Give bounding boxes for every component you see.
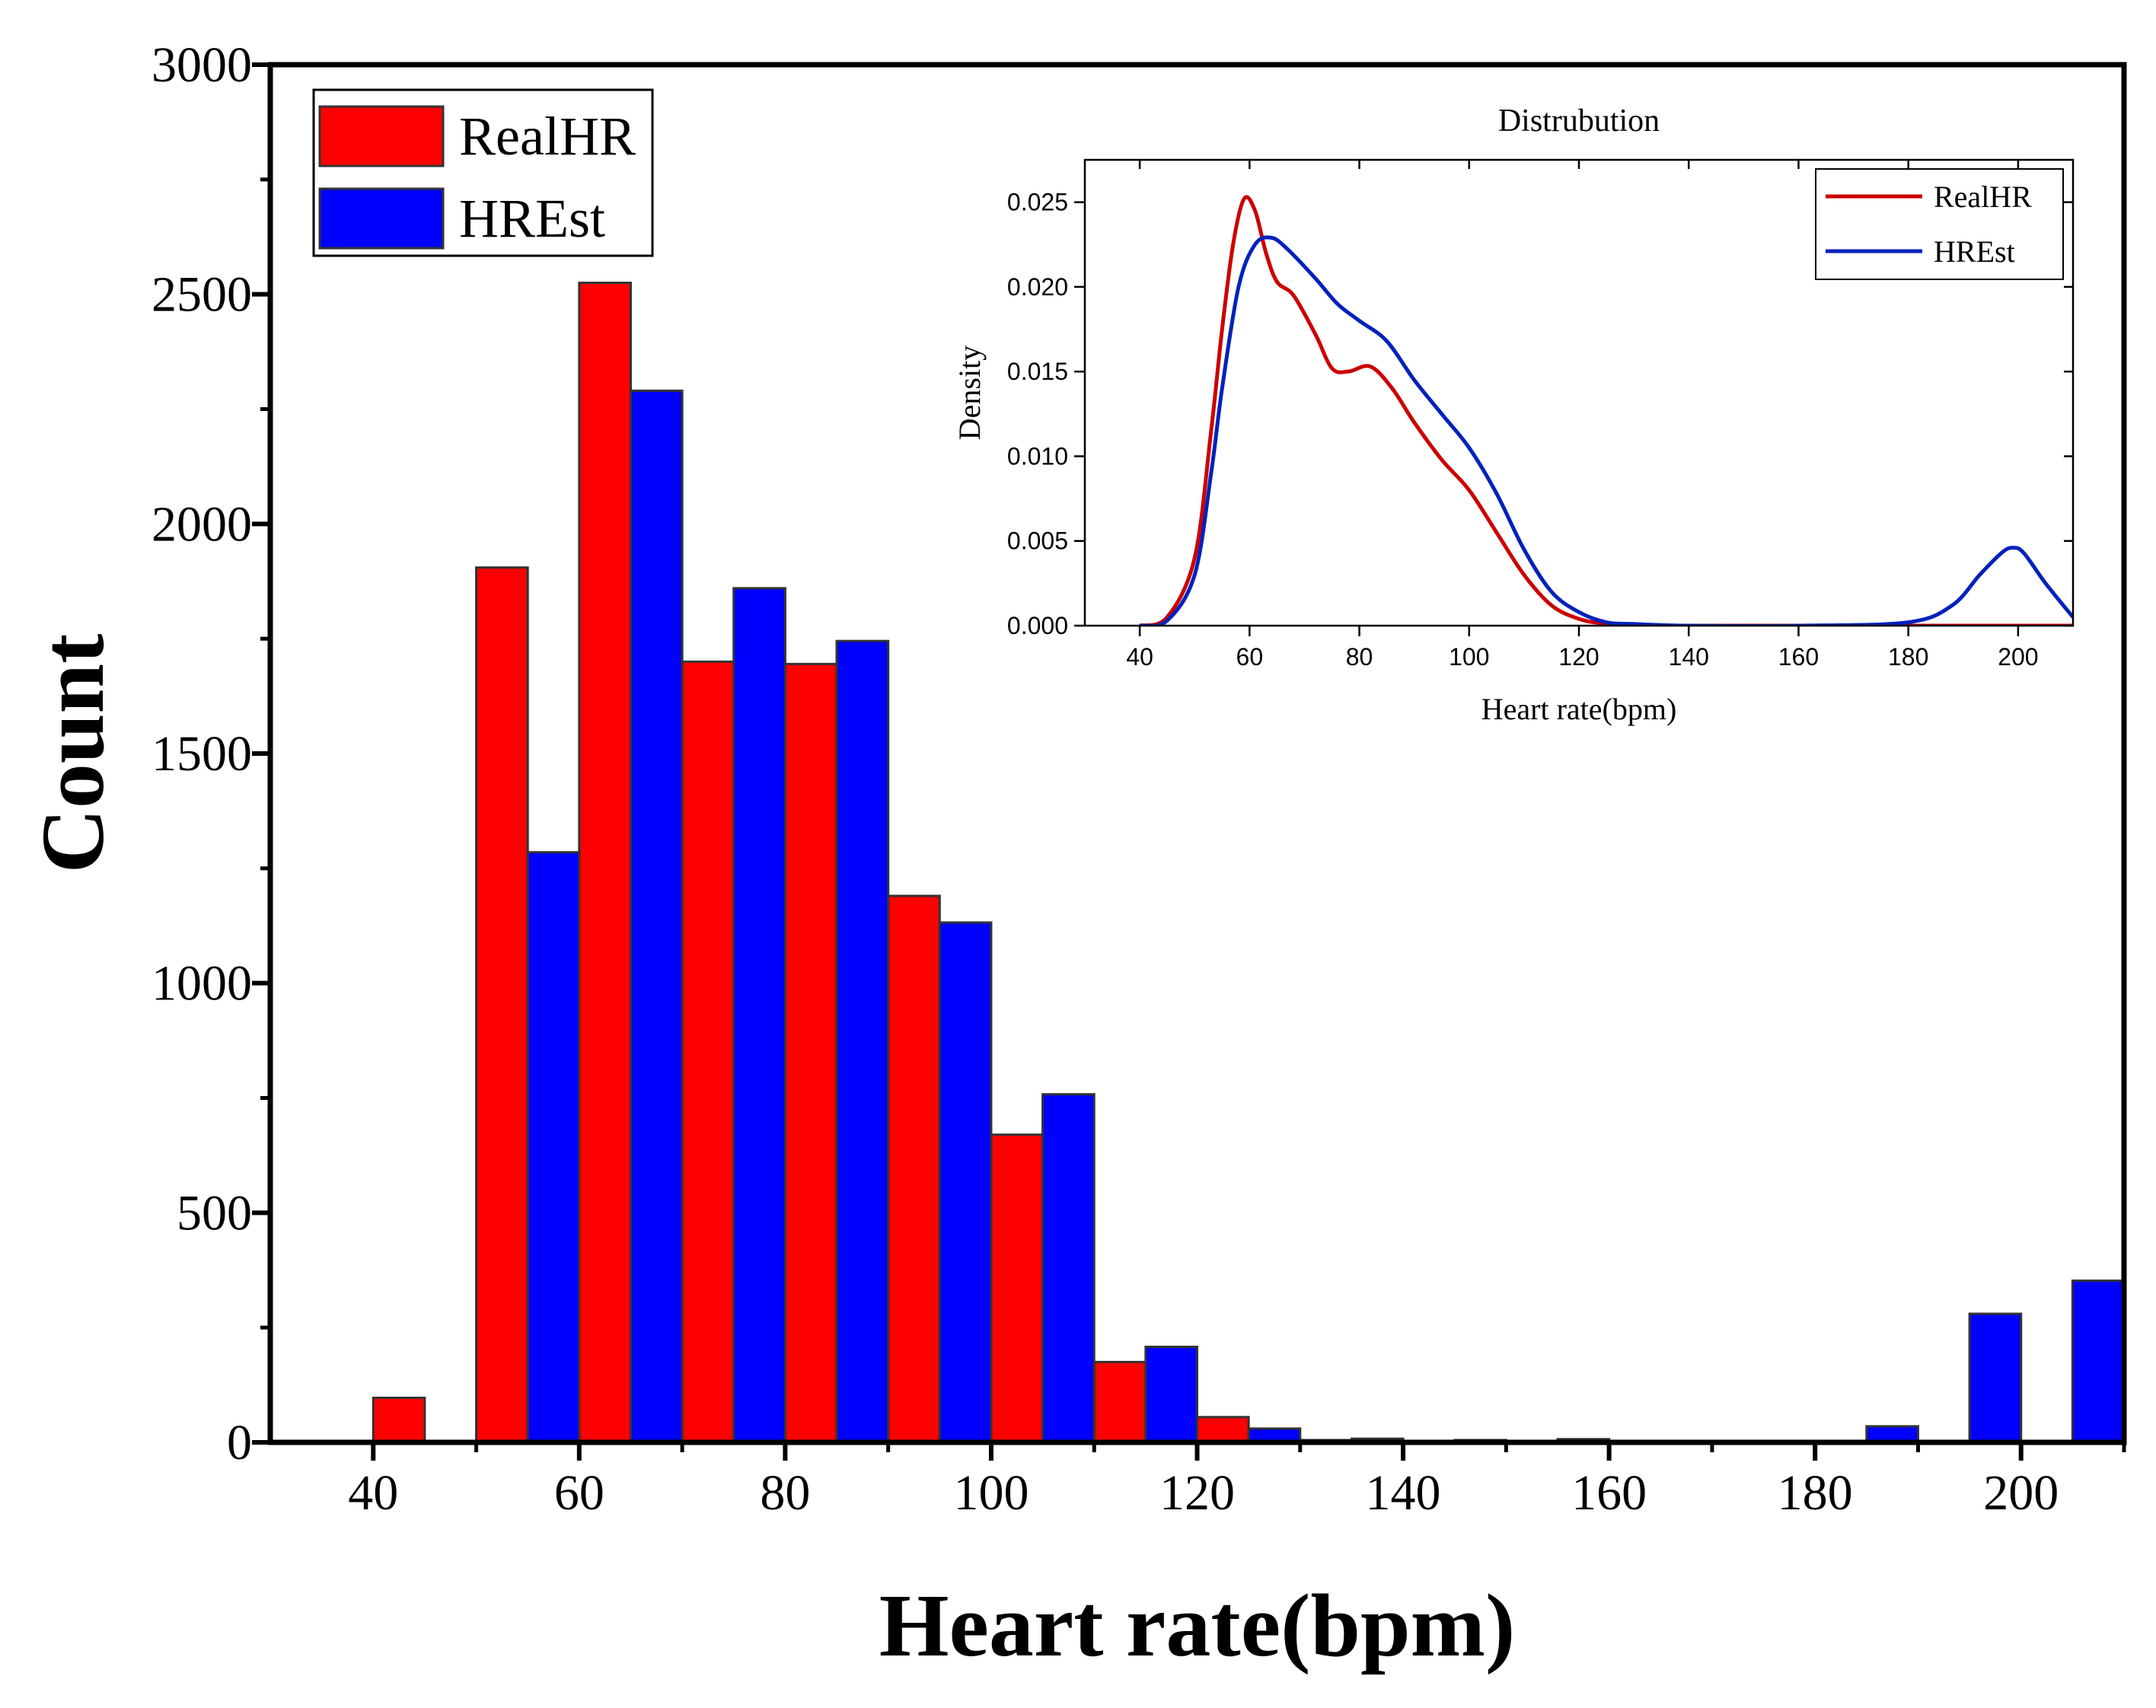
inset-x-tick-label-200: 200 xyxy=(1998,643,2038,671)
bar-hrest-200 xyxy=(2071,1279,2124,1442)
inset-legend-box xyxy=(1815,168,2064,280)
bar-realhr-90 xyxy=(887,894,941,1442)
inset-y-tick-label-0.020: 0.020 xyxy=(1007,273,1068,301)
inset-x-tick-label-160: 160 xyxy=(1778,643,1819,671)
x-tick-label-160: 160 xyxy=(1571,1465,1647,1521)
x-tick-label-180: 180 xyxy=(1778,1465,1853,1521)
y-tick-label-500: 500 xyxy=(177,1185,252,1241)
y-tick-label-2500: 2500 xyxy=(151,267,252,323)
legend-swatch-hrest xyxy=(318,187,445,250)
inset-legend-label-realhr: RealHR xyxy=(1934,180,2032,214)
y-tick-label-1000: 1000 xyxy=(151,956,252,1012)
inset-x-tick-label-80: 80 xyxy=(1346,643,1373,671)
bar-realhr-50 xyxy=(475,566,529,1442)
y-axis-title: Count xyxy=(23,634,123,874)
x-tick-label-140: 140 xyxy=(1366,1465,1441,1521)
inset-title: Distrubution xyxy=(1498,104,1660,139)
bar-hrest-70 xyxy=(732,587,786,1442)
bar-realhr-100 xyxy=(990,1133,1045,1442)
legend-label-realhr: RealHR xyxy=(459,106,636,167)
y-tick-label-1500: 1500 xyxy=(151,726,252,782)
bar-hrest-80 xyxy=(835,639,890,1442)
x-tick-label-120: 120 xyxy=(1159,1465,1235,1521)
bar-hrest-100 xyxy=(1041,1093,1096,1442)
inset-y-tick-label-0.000: 0.000 xyxy=(1007,612,1068,639)
x-tick-label-200: 200 xyxy=(1983,1465,2059,1521)
inset-x-tick-label-60: 60 xyxy=(1236,643,1264,671)
bar-hrest-60 xyxy=(629,389,684,1442)
inset-y-tick-label-0.010: 0.010 xyxy=(1007,442,1068,470)
histogram-bars xyxy=(372,282,2124,1442)
inset-x-tick-label-100: 100 xyxy=(1449,643,1489,671)
inset-x-tick-label-40: 40 xyxy=(1126,643,1153,671)
inset-y-tick-label-0.025: 0.025 xyxy=(1007,189,1068,216)
inset-density-lines xyxy=(1139,195,2073,626)
density-line-realhr xyxy=(1139,195,2073,626)
y-tick-label-3000: 3000 xyxy=(151,37,252,93)
y-tick-label-0: 0 xyxy=(227,1415,252,1471)
bar-realhr-110 xyxy=(1092,1360,1147,1442)
inset-x-tick-label-180: 180 xyxy=(1888,643,1928,671)
bar-hrest-120 xyxy=(1247,1427,1302,1442)
bar-realhr-40 xyxy=(372,1396,426,1442)
x-tick-label-100: 100 xyxy=(953,1465,1029,1521)
x-tick-label-40: 40 xyxy=(348,1465,398,1521)
bar-realhr-60 xyxy=(578,282,632,1442)
legend-swatch-realhr xyxy=(318,105,445,167)
inset-x-tick-label-120: 120 xyxy=(1558,643,1599,671)
density-line-hrest xyxy=(1139,235,2073,626)
bar-hrest-110 xyxy=(1144,1346,1198,1442)
inset-x-tick-label-140: 140 xyxy=(1669,643,1709,671)
x-axis-title: Heart rate(bpm) xyxy=(879,1576,1516,1675)
inset-y-axis-title: Density xyxy=(952,346,987,440)
inset-y-tick-label-0.015: 0.015 xyxy=(1007,358,1068,385)
bar-hrest-190 xyxy=(1968,1312,2023,1442)
bar-realhr-80 xyxy=(783,662,838,1442)
y-tick-label-2000: 2000 xyxy=(151,496,252,552)
bar-realhr-70 xyxy=(681,660,735,1442)
inset-legend-label-hrest: HREst xyxy=(1934,234,2015,269)
legend-label-hrest: HREst xyxy=(459,188,605,249)
inset-y-tick-label-0.005: 0.005 xyxy=(1007,527,1068,555)
bar-hrest-90 xyxy=(938,921,993,1442)
inset-x-axis-title: Heart rate(bpm) xyxy=(1481,692,1677,726)
bar-realhr-120 xyxy=(1196,1416,1250,1442)
x-tick-label-80: 80 xyxy=(760,1465,810,1521)
inset-legend: RealHR HREst xyxy=(1815,168,2064,280)
x-tick-label-60: 60 xyxy=(554,1465,604,1521)
main-legend: RealHR HREst xyxy=(312,88,654,257)
bar-hrest-50 xyxy=(526,851,581,1442)
